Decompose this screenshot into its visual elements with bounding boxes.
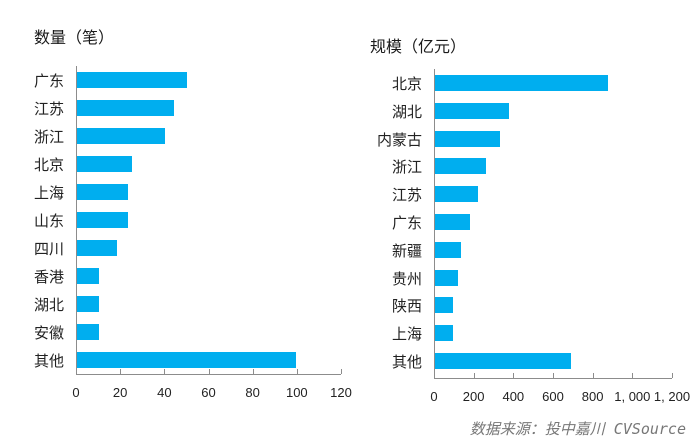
right-bar <box>435 158 486 175</box>
right-category-label: 其他 <box>391 353 422 371</box>
right-x-tick <box>632 373 634 378</box>
right-bar <box>435 130 501 147</box>
left-category-label: 湖北 <box>33 296 64 314</box>
left-category-label: 北京 <box>33 156 64 174</box>
left-category-label: 江苏 <box>33 100 64 118</box>
left-x-tick-label: 100 <box>285 385 308 400</box>
left-category-label: 山东 <box>33 212 64 230</box>
right-x-tick-label: 600 <box>542 389 564 404</box>
right-category-label: 内蒙古 <box>376 130 422 149</box>
left-bar <box>77 72 188 88</box>
right-bar <box>435 102 509 119</box>
right-x-axis <box>434 378 672 379</box>
right-chart-title: 规模（亿元） <box>370 37 467 56</box>
left-bar <box>77 184 128 200</box>
left-bar <box>77 128 166 144</box>
left-bar <box>77 296 100 312</box>
right-x-tick <box>434 373 435 378</box>
right-bar <box>435 325 454 342</box>
left-bar <box>77 212 128 228</box>
left-bar <box>77 240 117 256</box>
right-category-label: 浙江 <box>391 158 422 177</box>
right-bar <box>435 353 572 369</box>
right-bar <box>435 269 458 286</box>
right-x-tick <box>513 373 515 378</box>
left-category-label: 安徽 <box>33 324 64 342</box>
left-category-label: 香港 <box>33 268 64 286</box>
right-x-tick-label: 1, 200 <box>653 389 691 404</box>
left-bar <box>77 324 100 340</box>
right-x-tick-label: 400 <box>502 389 525 404</box>
left-bar <box>77 268 100 284</box>
left-bar <box>77 352 296 368</box>
right-x-tick-label: 1, 000 <box>614 389 651 404</box>
left-category-label: 上海 <box>33 184 64 202</box>
right-x-tick-label: 200 <box>462 389 485 404</box>
right-category-label: 新疆 <box>391 241 422 260</box>
data-source-note: 数据来源：投中嘉川 CVSource <box>469 420 686 438</box>
left-x-tick <box>341 369 342 374</box>
right-bar <box>435 75 608 91</box>
left-x-tick <box>252 369 254 374</box>
right-category-label: 上海 <box>391 325 422 344</box>
left-bar <box>77 100 175 116</box>
left-category-label: 其他 <box>33 352 64 370</box>
right-bar <box>435 297 454 314</box>
right-category-label: 贵州 <box>391 269 422 288</box>
right-category-label: 湖北 <box>391 102 422 121</box>
left-x-tick-label: 60 <box>201 385 216 400</box>
right-y-axis <box>434 69 435 378</box>
left-x-tick <box>208 369 210 374</box>
left-x-tick <box>164 369 166 374</box>
right-x-tick <box>672 373 673 378</box>
right-category-label: 江苏 <box>391 186 422 205</box>
left-bar <box>77 156 133 172</box>
right-category-label: 广东 <box>391 214 422 232</box>
right-x-tick <box>592 373 594 378</box>
right-x-tick-label: 800 <box>581 389 604 404</box>
right-bar <box>435 241 462 258</box>
left-x-tick <box>120 369 122 374</box>
right-x-tick <box>473 373 475 378</box>
left-x-tick-label: 80 <box>245 385 260 400</box>
left-y-axis <box>76 66 77 374</box>
left-category-label: 广东 <box>33 72 64 90</box>
left-category-label: 四川 <box>33 240 64 258</box>
right-category-label: 陕西 <box>391 297 422 316</box>
left-x-tick-label: 0 <box>72 385 80 400</box>
left-x-tick-label: 120 <box>330 385 352 400</box>
left-x-tick-label: 20 <box>112 385 128 400</box>
right-bar <box>435 186 479 203</box>
left-x-tick-label: 40 <box>157 385 172 400</box>
left-x-axis <box>76 374 341 375</box>
right-category-label: 北京 <box>391 75 422 93</box>
right-x-tick <box>553 373 554 378</box>
right-x-tick-label: 0 <box>430 389 438 404</box>
left-category-label: 浙江 <box>33 128 64 146</box>
right-bar <box>435 214 471 230</box>
left-x-tick <box>76 369 77 374</box>
left-chart-title: 数量（笔） <box>34 28 115 47</box>
left-x-tick <box>296 369 298 374</box>
